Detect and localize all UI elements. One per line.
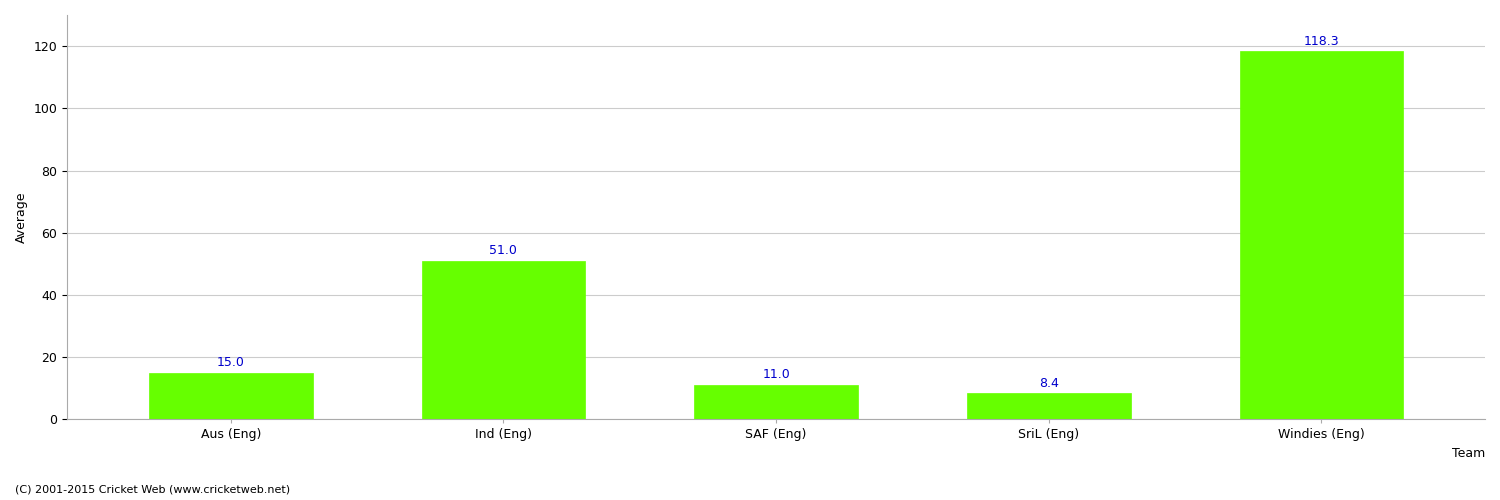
- Text: 118.3: 118.3: [1304, 34, 1340, 48]
- X-axis label: Team: Team: [1452, 447, 1485, 460]
- Bar: [694, 385, 858, 420]
- Text: 11.0: 11.0: [762, 368, 790, 382]
- Bar: [968, 394, 1131, 419]
- Text: 51.0: 51.0: [489, 244, 518, 257]
- Bar: [1239, 52, 1403, 420]
- Bar: [148, 373, 312, 420]
- Text: 15.0: 15.0: [217, 356, 244, 369]
- Text: (C) 2001-2015 Cricket Web (www.cricketweb.net): (C) 2001-2015 Cricket Web (www.cricketwe…: [15, 485, 290, 495]
- Y-axis label: Average: Average: [15, 192, 28, 243]
- Text: 8.4: 8.4: [1040, 376, 1059, 390]
- Bar: [422, 261, 585, 420]
